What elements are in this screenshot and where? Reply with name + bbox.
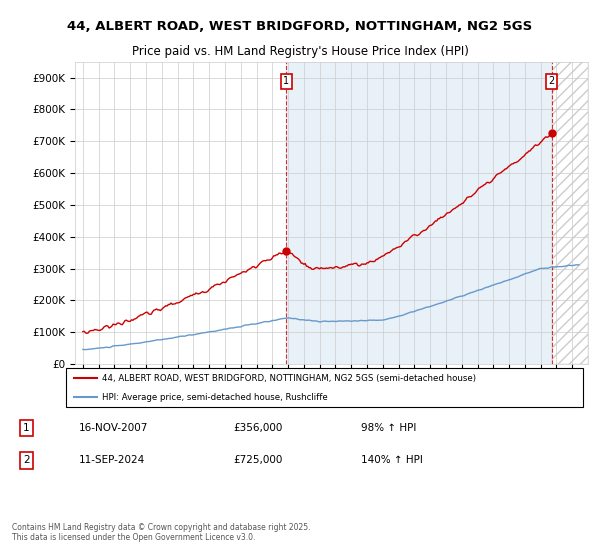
- Text: £725,000: £725,000: [233, 455, 283, 465]
- Text: Price paid vs. HM Land Registry's House Price Index (HPI): Price paid vs. HM Land Registry's House …: [131, 45, 469, 58]
- Text: Contains HM Land Registry data © Crown copyright and database right 2025.
This d: Contains HM Land Registry data © Crown c…: [12, 522, 311, 542]
- Text: 16-NOV-2007: 16-NOV-2007: [79, 423, 148, 433]
- FancyBboxPatch shape: [65, 368, 583, 407]
- Text: 98% ↑ HPI: 98% ↑ HPI: [361, 423, 416, 433]
- Bar: [286, 62, 551, 364]
- Text: £356,000: £356,000: [233, 423, 283, 433]
- Text: 2: 2: [548, 76, 555, 86]
- Text: 44, ALBERT ROAD, WEST BRIDGFORD, NOTTINGHAM, NG2 5GS: 44, ALBERT ROAD, WEST BRIDGFORD, NOTTING…: [67, 20, 533, 33]
- Text: 11-SEP-2024: 11-SEP-2024: [79, 455, 145, 465]
- Text: 44, ALBERT ROAD, WEST BRIDGFORD, NOTTINGHAM, NG2 5GS (semi-detached house): 44, ALBERT ROAD, WEST BRIDGFORD, NOTTING…: [103, 374, 476, 382]
- Text: 1: 1: [283, 76, 289, 86]
- Text: 1: 1: [23, 423, 30, 433]
- Text: 140% ↑ HPI: 140% ↑ HPI: [361, 455, 423, 465]
- Text: HPI: Average price, semi-detached house, Rushcliffe: HPI: Average price, semi-detached house,…: [103, 393, 328, 402]
- Text: 2: 2: [23, 455, 30, 465]
